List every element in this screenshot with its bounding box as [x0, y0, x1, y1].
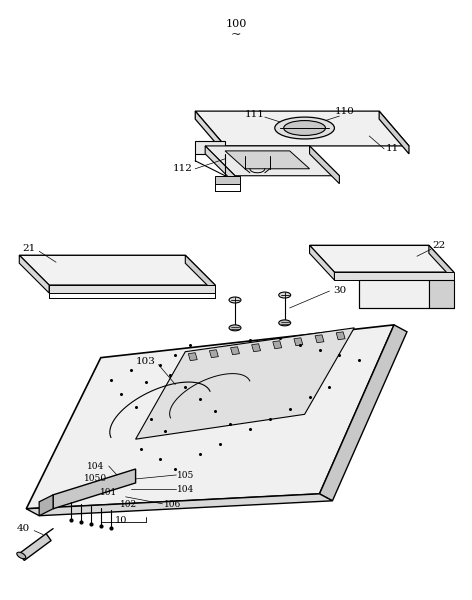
Text: 10: 10 — [115, 516, 127, 525]
Text: 101: 101 — [100, 488, 118, 497]
Polygon shape — [188, 353, 197, 361]
Polygon shape — [39, 495, 53, 516]
Text: 111: 111 — [245, 110, 265, 119]
Ellipse shape — [279, 292, 291, 298]
Text: 100: 100 — [225, 19, 247, 29]
Text: 21: 21 — [23, 244, 36, 253]
Polygon shape — [230, 347, 239, 355]
Text: 105: 105 — [177, 472, 194, 481]
Polygon shape — [359, 280, 429, 308]
Polygon shape — [19, 255, 49, 293]
Text: 104: 104 — [87, 461, 104, 470]
Polygon shape — [273, 341, 282, 349]
Polygon shape — [310, 245, 335, 280]
Ellipse shape — [229, 297, 241, 303]
Text: ~: ~ — [231, 28, 241, 41]
Ellipse shape — [279, 320, 291, 326]
Polygon shape — [205, 146, 235, 184]
Polygon shape — [26, 325, 394, 509]
Text: 103: 103 — [135, 357, 155, 366]
Polygon shape — [315, 335, 324, 343]
Polygon shape — [429, 280, 454, 308]
Ellipse shape — [17, 552, 26, 559]
Polygon shape — [252, 344, 261, 352]
Polygon shape — [53, 469, 135, 509]
Ellipse shape — [275, 117, 335, 139]
Polygon shape — [19, 255, 215, 285]
Polygon shape — [336, 332, 345, 340]
Polygon shape — [26, 494, 332, 516]
Text: 1050: 1050 — [84, 475, 108, 484]
Polygon shape — [185, 255, 215, 293]
Ellipse shape — [284, 121, 326, 136]
Text: 11: 11 — [386, 145, 399, 154]
Polygon shape — [19, 533, 51, 560]
Polygon shape — [205, 146, 339, 176]
Polygon shape — [215, 176, 240, 184]
Polygon shape — [225, 151, 310, 169]
Polygon shape — [294, 338, 303, 346]
Text: 112: 112 — [172, 164, 192, 173]
Polygon shape — [49, 285, 215, 293]
Text: 30: 30 — [333, 286, 346, 295]
Polygon shape — [320, 325, 407, 501]
Text: 22: 22 — [432, 241, 446, 250]
Polygon shape — [195, 141, 225, 154]
Polygon shape — [335, 272, 454, 280]
Polygon shape — [310, 245, 454, 272]
Polygon shape — [310, 146, 339, 184]
Text: 110: 110 — [335, 107, 354, 116]
Polygon shape — [195, 111, 225, 154]
Text: 104: 104 — [177, 485, 194, 494]
Ellipse shape — [229, 325, 241, 331]
Polygon shape — [210, 350, 219, 358]
Text: 106: 106 — [164, 500, 181, 509]
Text: 40: 40 — [17, 524, 30, 533]
Polygon shape — [135, 328, 354, 439]
Text: 102: 102 — [120, 500, 137, 509]
Polygon shape — [195, 111, 409, 146]
Polygon shape — [379, 111, 409, 154]
Polygon shape — [429, 245, 454, 280]
